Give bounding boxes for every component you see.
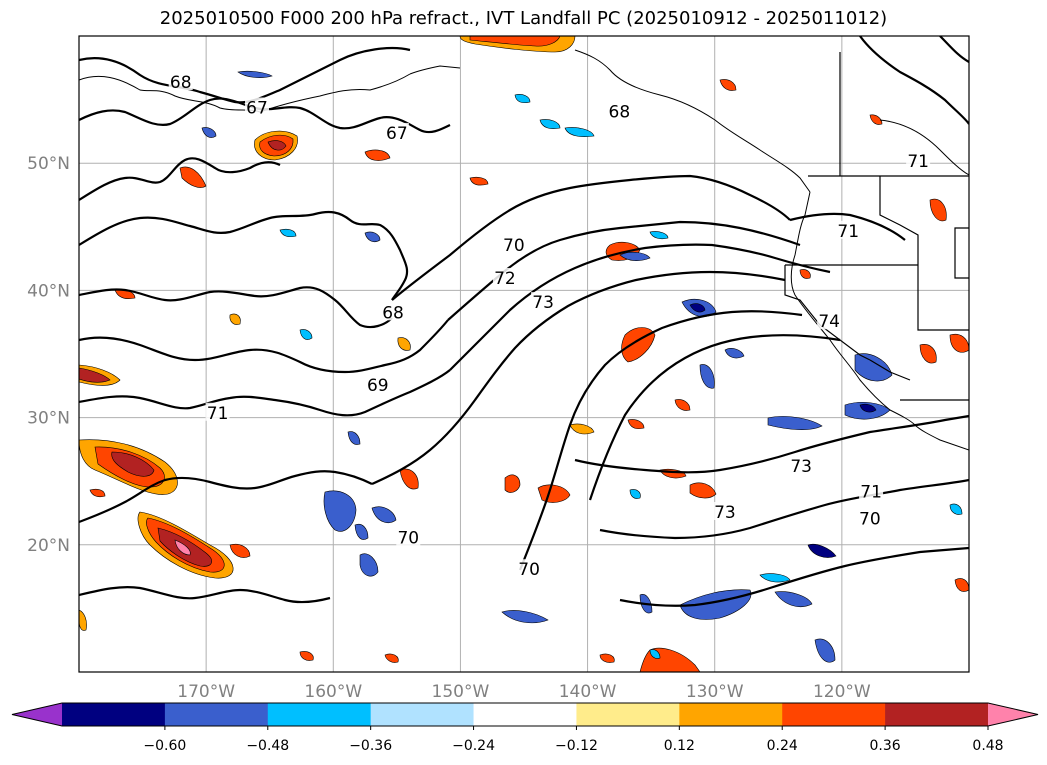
contour-label-background xyxy=(492,267,517,286)
contour-label: 68 xyxy=(382,303,404,323)
colorbar-tick-label: 0.36 xyxy=(870,738,901,754)
shading-negative xyxy=(201,70,963,663)
contour-label: 71 xyxy=(860,483,882,503)
colorbar-segment xyxy=(679,703,783,726)
contour-label: 67 xyxy=(386,124,408,144)
colorbar: −0.60 −0.48 −0.36 −0.24 −0.12 0.12 0.24 0.36 0.4… xyxy=(11,702,1039,754)
contour-label: 71 xyxy=(907,152,929,172)
colorbar-segment xyxy=(164,703,269,726)
colorbar-segment xyxy=(370,703,475,726)
latitude-tick-label: 20°N xyxy=(27,536,70,556)
colorbar-tick-label: 0.48 xyxy=(972,738,1003,754)
contour-label: 70 xyxy=(503,236,525,256)
contour-label-background xyxy=(517,559,542,578)
colorbar-segment xyxy=(576,703,680,726)
contour-label: 73 xyxy=(714,503,736,523)
contour-label-background xyxy=(501,234,526,253)
longitude-tick-label: 150°W xyxy=(432,682,490,702)
contour-label-background xyxy=(789,456,814,475)
colorbar-tick-label: −0.24 xyxy=(452,738,495,754)
colorbar-segment xyxy=(473,703,577,726)
contour-label-background xyxy=(712,502,737,520)
colorbar-segment xyxy=(62,703,166,726)
colorbar-tick-label: −0.36 xyxy=(349,738,392,754)
longitude-tick-label: 130°W xyxy=(686,682,744,702)
contour-label: 67 xyxy=(246,99,268,119)
contour-label: 73 xyxy=(790,457,812,477)
latitude-tick-label: 40°N xyxy=(27,281,70,301)
longitude-tick-label: 160°W xyxy=(304,682,362,702)
latitude-tick-label: 30°N xyxy=(27,409,70,429)
colorbar-segment xyxy=(267,703,372,726)
contour-labels: 68 67 67 68 71 70 71 72 73 74 68 69 71 73 71 73 70 70 70 xyxy=(168,72,931,580)
latitude-tick-label: 50°N xyxy=(27,154,70,174)
colorbar-extend-low xyxy=(12,703,62,726)
colorbar-segment xyxy=(782,703,886,726)
contour-label-background xyxy=(381,302,406,321)
map-title: 2025010500 F000 200 hPa refract., IVT La… xyxy=(159,8,888,29)
contour-label-background xyxy=(384,122,409,141)
contour-label-background xyxy=(859,481,884,500)
colorbar-tick-label: 0.24 xyxy=(767,738,798,754)
contour-label: 69 xyxy=(367,376,389,396)
contour-label: 68 xyxy=(170,73,192,93)
contour-label-background xyxy=(396,527,421,546)
longitude-tick-label: 120°W xyxy=(813,682,871,702)
contour-label-background xyxy=(531,292,556,311)
longitude-labels: 170°W 160°W 150°W 140°W 130°W 120°W xyxy=(177,682,871,702)
colorbar-tick-label: −0.60 xyxy=(143,738,186,754)
map-contents: 68 67 67 68 71 70 71 72 73 74 68 69 71 73 71 73 70 70 70 xyxy=(79,36,969,672)
contour-label-background xyxy=(365,374,390,393)
longitude-tick-label: 170°W xyxy=(177,682,235,702)
colorbar-outline xyxy=(11,702,1039,727)
colorbar-tick-label: −0.48 xyxy=(246,738,289,754)
colorbar-tick-label: 0.12 xyxy=(664,738,695,754)
colorbar-segment xyxy=(885,703,989,726)
contour-label-background xyxy=(857,508,882,527)
contour-label: 71 xyxy=(837,222,859,242)
contour-label: 74 xyxy=(818,312,840,332)
shading-positive xyxy=(79,36,969,672)
contour-label: 70 xyxy=(397,528,419,548)
latitude-labels: 50°N 40°N 30°N 20°N xyxy=(27,154,70,556)
contour-label-background xyxy=(836,220,861,239)
contour-label-background xyxy=(245,97,269,116)
contour-label-background xyxy=(906,150,931,169)
contour-label-background xyxy=(168,72,193,91)
colorbar-extend-high xyxy=(988,703,1038,726)
contour-label: 68 xyxy=(609,102,631,122)
longitude-tick-label: 140°W xyxy=(559,682,617,702)
colorbar-tick-label: −0.12 xyxy=(555,738,598,754)
contour-label: 72 xyxy=(494,269,516,289)
contour-label: 70 xyxy=(518,560,540,580)
contour-label: 73 xyxy=(532,293,554,313)
borders xyxy=(784,52,969,401)
contour-label-background xyxy=(607,101,632,120)
refractivity-contours xyxy=(79,36,969,607)
contour-label: 70 xyxy=(859,509,881,529)
contour-label: 71 xyxy=(207,404,229,424)
map-frame xyxy=(78,35,970,673)
contour-label-background xyxy=(817,311,842,330)
contour-label-background xyxy=(205,402,230,421)
